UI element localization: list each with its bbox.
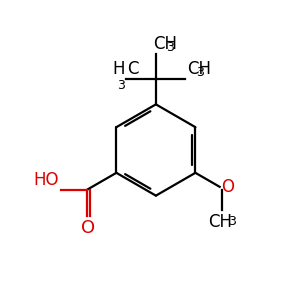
- Text: 3: 3: [117, 79, 125, 92]
- Text: O: O: [221, 178, 234, 196]
- Text: C: C: [127, 60, 138, 78]
- Text: CH: CH: [187, 60, 211, 78]
- Text: 3: 3: [166, 41, 173, 54]
- Text: O: O: [81, 219, 96, 237]
- Text: CH: CH: [208, 213, 232, 231]
- Text: HO: HO: [34, 171, 59, 189]
- Text: 3: 3: [196, 66, 203, 79]
- Text: 3: 3: [228, 215, 236, 228]
- Text: H: H: [112, 60, 125, 78]
- Text: CH: CH: [154, 34, 178, 52]
